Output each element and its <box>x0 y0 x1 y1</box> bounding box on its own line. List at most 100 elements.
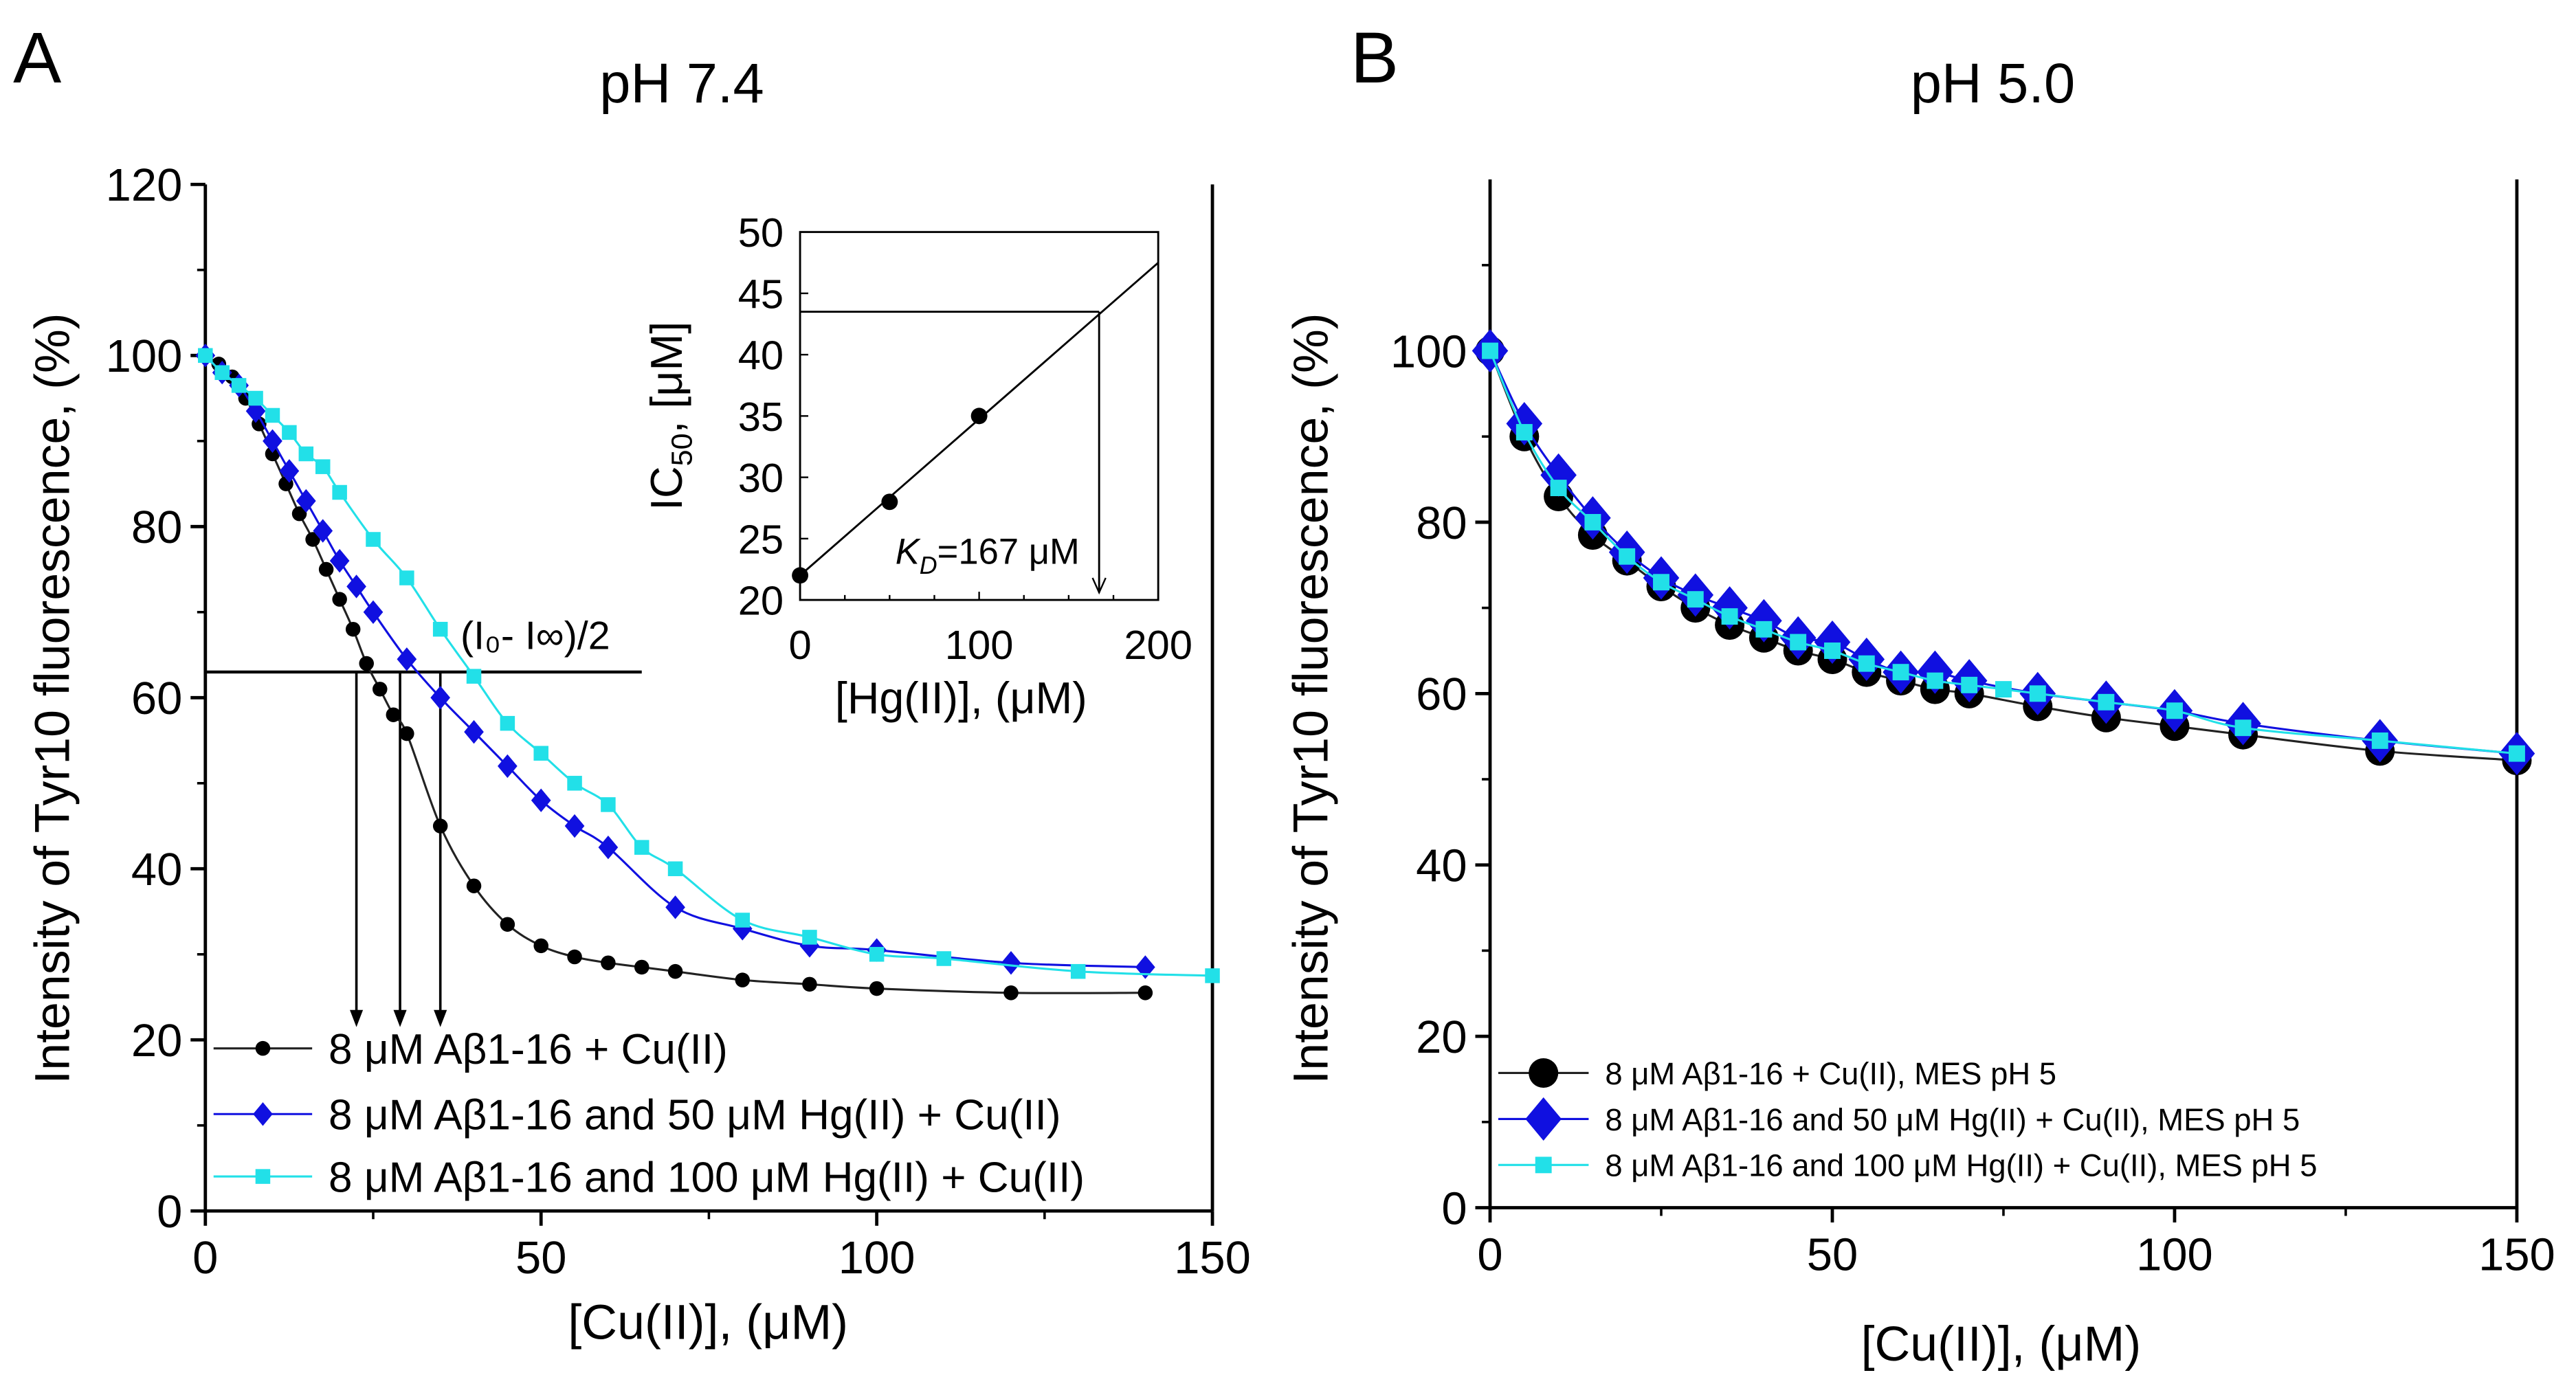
data-point <box>2371 732 2388 749</box>
data-point <box>1790 634 1807 651</box>
data-point <box>2508 745 2525 762</box>
y-tick-label: 20 <box>1416 1012 1467 1063</box>
data-point <box>1711 586 1748 630</box>
legend-marker <box>255 1169 271 1184</box>
inset-y-tick-label: 40 <box>738 333 784 379</box>
half-level-annotation: (I₀- I∞)/2 <box>460 614 610 658</box>
arrow-head-icon <box>350 1009 364 1027</box>
y-tick-label: 60 <box>1416 669 1467 720</box>
data-point <box>802 976 817 992</box>
data-point <box>567 949 582 965</box>
data-point <box>1550 480 1567 497</box>
fit-curve-0 <box>1489 350 2518 762</box>
inset-data-point <box>970 407 988 425</box>
data-point <box>1927 672 1944 689</box>
inset-y-tick-label: 50 <box>738 210 784 256</box>
data-point <box>332 592 347 607</box>
inset-y-tick-label: 25 <box>738 516 784 562</box>
inset-y-tick-label: 30 <box>738 455 784 501</box>
data-point <box>359 656 374 671</box>
y-axis-label: Intensity of Tyr10 fluorescence, (%) <box>1283 313 1338 1084</box>
data-point <box>366 532 381 547</box>
inset-y-label-main: IC <box>642 466 691 511</box>
inset-x-label: [Hg(II)], (μM) <box>835 673 1087 723</box>
data-point <box>291 506 307 522</box>
kd-annotation: KD=167 μM <box>896 531 1080 579</box>
inset-y-label: IC50, [μM] <box>642 322 698 511</box>
data-point <box>500 715 515 731</box>
data-point <box>500 917 515 932</box>
data-point <box>265 407 280 423</box>
data-point <box>1824 642 1841 659</box>
inset-y-label-sub: 50 <box>665 433 698 466</box>
y-tick-label: 120 <box>106 159 183 211</box>
data-point <box>2029 685 2046 702</box>
data-point <box>936 951 952 966</box>
inset-y-tick-label: 20 <box>738 578 784 624</box>
legend-entry: 8 μM Aβ1-16 and 50 μM Hg(II) + Cu(II) <box>329 1092 1061 1139</box>
data-point <box>346 574 366 599</box>
data-point <box>1540 453 1577 497</box>
y-tick-label: 20 <box>131 1015 182 1066</box>
data-point <box>667 963 683 979</box>
y-tick-label: 0 <box>1441 1183 1467 1234</box>
data-point <box>466 878 482 893</box>
chart-title: pH 7.4 <box>599 52 764 115</box>
data-point <box>735 972 751 987</box>
data-point <box>313 519 333 543</box>
chart-title: pH 5.0 <box>1911 52 2075 115</box>
data-point <box>245 399 266 423</box>
data-point <box>1584 513 1601 530</box>
inset-x-tick-label: 100 <box>945 622 1014 668</box>
data-point <box>399 726 414 741</box>
x-tick-label: 50 <box>1807 1229 1858 1280</box>
data-point <box>1995 681 2012 698</box>
x-tick-label: 100 <box>2136 1229 2213 1280</box>
data-point <box>1653 574 1669 591</box>
legend-marker <box>1535 1156 1552 1174</box>
data-point <box>799 934 820 958</box>
legend-marker <box>255 1040 271 1056</box>
arrow-head-icon <box>393 1009 407 1027</box>
panel-label: B <box>1351 18 1399 98</box>
data-point <box>598 835 619 860</box>
x-tick-label: 150 <box>1174 1232 1251 1284</box>
data-point <box>1961 676 1978 693</box>
inset-x-tick-label: 200 <box>1124 622 1192 668</box>
inset-chart: 20 25 30 35 40 45 50 0 100 200 [Hg(II)], (μM) IC50,… <box>642 210 1192 723</box>
inset-y-tick-label: 45 <box>738 271 784 317</box>
data-point <box>432 621 448 637</box>
data-point <box>332 484 347 500</box>
legend-entry: 8 μM Aβ1-16 + Cu(II) <box>329 1026 728 1073</box>
data-point <box>601 955 616 970</box>
data-point <box>802 930 817 945</box>
y-tick-label: 40 <box>131 844 182 895</box>
data-point <box>399 570 414 585</box>
y-tick-label: 80 <box>131 502 182 553</box>
inset-x-tick-label: 0 <box>788 622 811 668</box>
data-point <box>1070 963 1086 979</box>
data-point <box>735 913 751 928</box>
data-point <box>1892 664 1909 681</box>
y-tick-label: 100 <box>106 331 183 382</box>
x-tick-label: 100 <box>839 1232 915 1284</box>
data-point <box>564 814 585 838</box>
data-point <box>567 776 582 791</box>
x-tick-label: 150 <box>2478 1229 2555 1280</box>
data-point <box>1687 591 1704 608</box>
y-axis-label: Intensity of Tyr10 fluorescence, (%) <box>25 313 80 1084</box>
data-point <box>279 459 300 483</box>
data-point <box>214 365 230 380</box>
data-point <box>345 621 361 637</box>
data-point <box>466 669 482 684</box>
data-point <box>869 981 885 996</box>
data-point <box>1003 985 1019 1001</box>
data-point <box>1755 621 1773 638</box>
panel-label: A <box>13 18 61 98</box>
inset-y-tick-label: 35 <box>738 394 784 440</box>
data-point <box>298 446 314 462</box>
legend-entry: 8 μM Aβ1-16 and 100 μM Hg(II) + Cu(II), … <box>1605 1148 2317 1183</box>
data-point <box>1721 608 1738 625</box>
x-axis-label: [Cu(II)], (μM) <box>1861 1317 2142 1372</box>
